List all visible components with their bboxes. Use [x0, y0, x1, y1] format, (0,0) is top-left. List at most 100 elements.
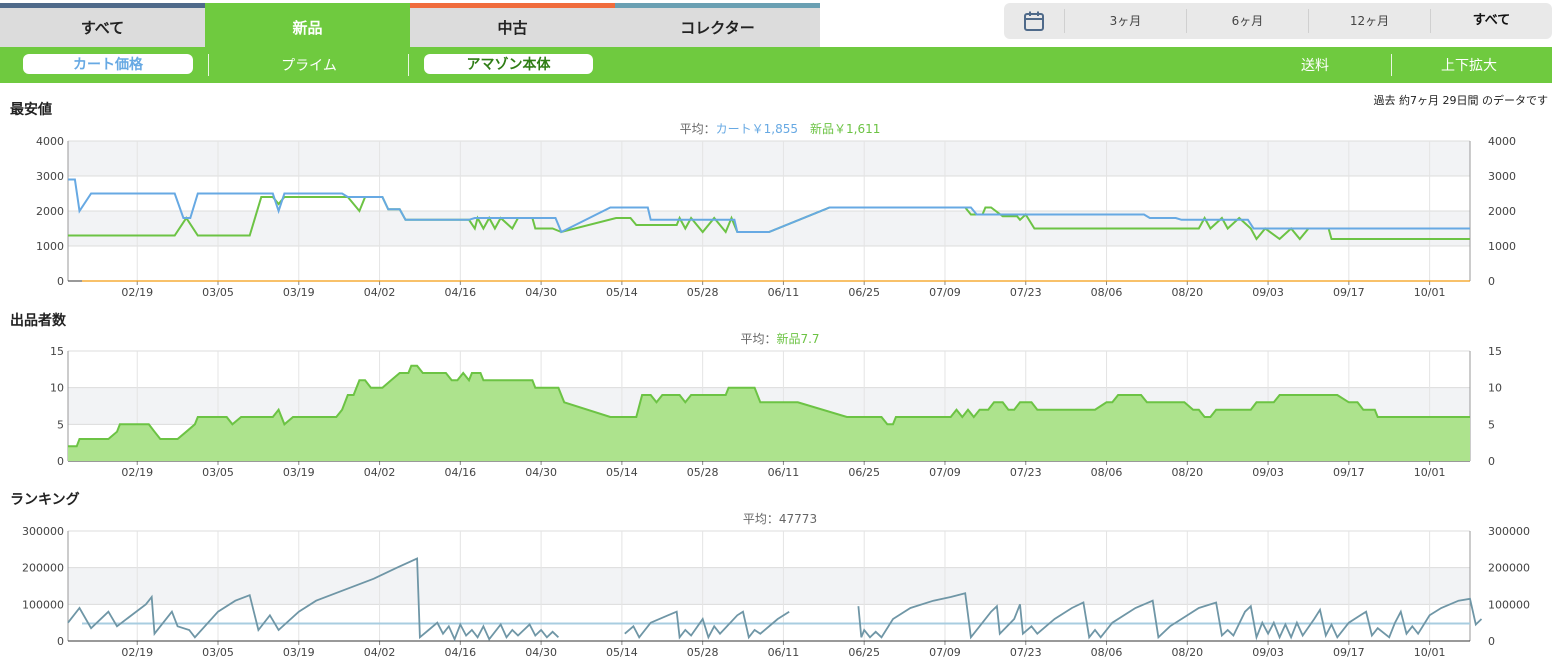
cart-price-toggle[interactable]: カート価格	[23, 54, 193, 74]
x-tick-label: 05/14	[606, 466, 638, 479]
x-tick-label: 10/01	[1414, 646, 1446, 659]
amazon-toggle[interactable]: アマゾン本体	[424, 54, 593, 74]
y-tick-label-right: 200000	[1488, 562, 1530, 575]
grid-band	[68, 567, 1470, 605]
condition-tabs: すべて 新品 中古 コレクター	[0, 3, 820, 47]
x-tick-label: 10/01	[1414, 286, 1446, 299]
x-tick-label: 08/06	[1091, 286, 1123, 299]
y-tick-label: 100000	[22, 598, 64, 611]
x-tick-label: 07/23	[1010, 646, 1042, 659]
x-tick-label: 07/09	[929, 286, 961, 299]
y-tick-label: 300000	[22, 525, 64, 538]
average-rank: 47773	[778, 512, 818, 526]
x-tick-label: 09/03	[1252, 286, 1284, 299]
x-tick-label: 09/03	[1252, 646, 1284, 659]
grid-band	[68, 211, 1470, 246]
tab-used[interactable]: 中古	[410, 3, 615, 47]
x-tick-label: 08/20	[1171, 646, 1203, 659]
x-tick-label: 07/09	[929, 466, 961, 479]
x-tick-label: 05/14	[606, 646, 638, 659]
calendar-icon[interactable]	[1004, 10, 1064, 32]
y-tick-label-right: 100000	[1488, 598, 1530, 611]
x-tick-label: 09/17	[1333, 646, 1365, 659]
toolbar-divider	[208, 54, 209, 76]
prime-toggle[interactable]: プライム	[281, 58, 337, 74]
average-label: 平均：	[742, 512, 779, 526]
tab-collector[interactable]: コレクター	[615, 3, 820, 47]
series-line-rank	[67, 557, 560, 642]
x-tick-label: 03/19	[283, 646, 315, 659]
x-tick-label: 08/20	[1171, 286, 1203, 299]
x-tick-label: 06/25	[848, 286, 880, 299]
average-cart: カート￥1,855	[715, 122, 798, 136]
toolbar-divider	[1391, 54, 1392, 76]
range-all-button[interactable]: すべて	[1430, 9, 1552, 33]
x-tick-label: 06/25	[848, 646, 880, 659]
x-tick-label: 03/05	[202, 286, 234, 299]
range-6m-button[interactable]: 6ヶ月	[1186, 9, 1308, 33]
x-tick-label: 06/11	[768, 646, 800, 659]
x-tick-label: 05/28	[687, 286, 719, 299]
y-tick-label: 5	[57, 418, 64, 431]
sellers-chart-title: 出品者数	[10, 313, 66, 329]
y-tick-label: 2000	[36, 205, 64, 218]
y-tick-label: 1000	[36, 240, 64, 253]
tab-new[interactable]: 新品	[205, 3, 410, 47]
y-tick-label: 200000	[22, 562, 64, 575]
x-tick-label: 04/30	[525, 466, 557, 479]
x-tick-label: 10/01	[1414, 466, 1446, 479]
x-tick-label: 02/19	[121, 646, 153, 659]
x-tick-label: 03/05	[202, 646, 234, 659]
y-tick-label-right: 300000	[1488, 525, 1530, 538]
y-tick-label-right: 5	[1488, 418, 1495, 431]
y-tick-label-right: 0	[1488, 275, 1495, 288]
x-tick-label: 09/03	[1252, 466, 1284, 479]
y-tick-label-right: 0	[1488, 455, 1495, 468]
x-tick-label: 02/19	[121, 286, 153, 299]
y-tick-label-right: 15	[1488, 345, 1502, 358]
sellers-average: 平均：新品7.7	[520, 330, 1040, 347]
x-tick-label: 08/06	[1091, 466, 1123, 479]
vertical-zoom-toggle[interactable]: 上下拡大	[1441, 58, 1497, 74]
average-new: 新品￥1,611	[810, 122, 881, 136]
y-tick-label-right: 10	[1488, 382, 1502, 395]
ranking-average: 平均：47773	[520, 510, 1040, 527]
x-tick-label: 06/11	[768, 286, 800, 299]
x-tick-label: 09/17	[1333, 466, 1365, 479]
y-tick-label: 10	[50, 382, 64, 395]
tab-all[interactable]: すべて	[0, 3, 205, 47]
y-tick-label: 15	[50, 345, 64, 358]
ranking-chart-title: ランキング	[10, 492, 80, 508]
y-tick-label: 0	[57, 455, 64, 468]
x-tick-label: 05/28	[687, 646, 719, 659]
price-chart-title: 最安値	[10, 102, 52, 118]
x-tick-label: 05/14	[606, 286, 638, 299]
y-tick-label-right: 3000	[1488, 170, 1516, 183]
shipping-toggle[interactable]: 送料	[1301, 58, 1329, 74]
average-new-sellers: 新品7.7	[776, 332, 820, 346]
x-tick-label: 07/23	[1010, 286, 1042, 299]
x-tick-label: 04/30	[525, 286, 557, 299]
x-tick-label: 05/28	[687, 466, 719, 479]
x-tick-label: 04/16	[444, 646, 476, 659]
average-label: 平均：	[740, 332, 777, 346]
range-12m-button[interactable]: 12ヶ月	[1308, 9, 1430, 33]
x-tick-label: 02/19	[121, 466, 153, 479]
y-tick-label-right: 4000	[1488, 135, 1516, 148]
range-3m-button[interactable]: 3ヶ月	[1064, 9, 1186, 33]
x-tick-label: 04/30	[525, 646, 557, 659]
y-tick-label: 3000	[36, 170, 64, 183]
y-tick-label-right: 1000	[1488, 240, 1516, 253]
x-tick-label: 04/16	[444, 466, 476, 479]
x-tick-label: 09/17	[1333, 286, 1365, 299]
y-tick-label: 0	[57, 275, 64, 288]
x-tick-label: 03/19	[283, 466, 315, 479]
x-tick-label: 06/25	[848, 466, 880, 479]
x-tick-label: 04/02	[364, 646, 396, 659]
x-tick-label: 08/20	[1171, 466, 1203, 479]
y-tick-label: 0	[57, 635, 64, 648]
y-tick-label-right: 2000	[1488, 205, 1516, 218]
series-line-rank	[857, 592, 1483, 641]
